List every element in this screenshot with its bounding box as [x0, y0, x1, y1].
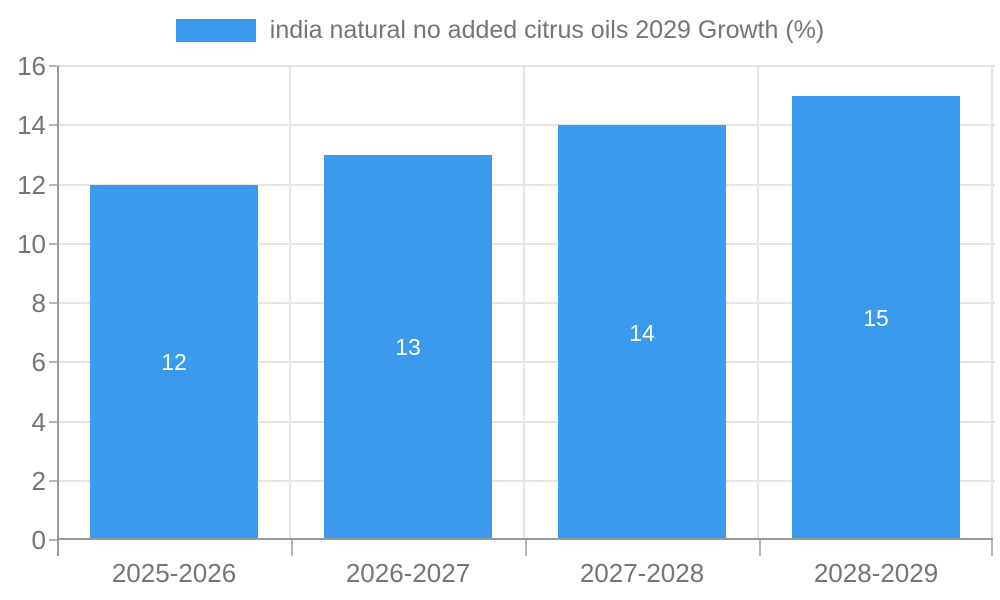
y-axis-line	[57, 66, 59, 556]
y-gridline	[57, 124, 995, 127]
y-tick-mark	[49, 420, 57, 423]
y-tick-label: 8	[31, 288, 46, 318]
x-category-label: 2027-2028	[579, 558, 705, 588]
x-tick-mark	[759, 540, 761, 556]
y-gridline	[57, 361, 995, 364]
x-category-label: 2026-2027	[345, 558, 471, 588]
y-tick-label: 16	[17, 51, 46, 81]
bar[interactable]	[90, 184, 258, 538]
y-tick-label: 0	[31, 525, 46, 555]
y-tick-label: 6	[31, 347, 46, 378]
y-tick-label: 4	[31, 406, 46, 437]
y-gridline	[57, 420, 995, 423]
x-gridline	[289, 66, 291, 540]
bar[interactable]	[324, 154, 492, 538]
y-tick-label: 12	[17, 169, 46, 200]
y-tick-label: 14	[17, 110, 46, 141]
y-tick-label: 2	[31, 465, 46, 496]
y-tick-mark	[49, 124, 57, 127]
x-gridline	[991, 66, 993, 540]
legend-label: india natural no added citrus oils 2029 …	[269, 16, 825, 44]
x-tick-mark	[525, 540, 527, 556]
y-tick-mark	[49, 242, 57, 245]
x-axis-line	[57, 538, 993, 540]
y-gridline	[57, 479, 995, 482]
y-tick-mark	[49, 479, 57, 482]
y-tick-mark	[49, 539, 57, 541]
y-gridline	[57, 65, 995, 67]
bar[interactable]	[792, 95, 960, 538]
y-gridline	[57, 242, 995, 245]
x-gridline	[523, 66, 525, 540]
y-tick-mark	[49, 361, 57, 364]
chart-legend[interactable]: india natural no added citrus oils 2029 …	[0, 15, 1000, 45]
y-gridline	[57, 302, 995, 304]
bar[interactable]	[558, 125, 726, 538]
x-tick-mark	[291, 540, 293, 556]
legend-swatch	[175, 18, 256, 42]
y-gridline	[57, 183, 995, 186]
y-tick-mark	[49, 302, 57, 304]
y-tick-mark	[49, 183, 57, 186]
x-category-label: 2028-2029	[813, 558, 939, 588]
x-tick-mark	[991, 540, 993, 556]
y-tick-mark	[49, 65, 57, 67]
y-tick-label: 10	[17, 228, 46, 259]
x-gridline	[757, 66, 759, 540]
x-category-label: 2025-2026	[111, 558, 237, 588]
